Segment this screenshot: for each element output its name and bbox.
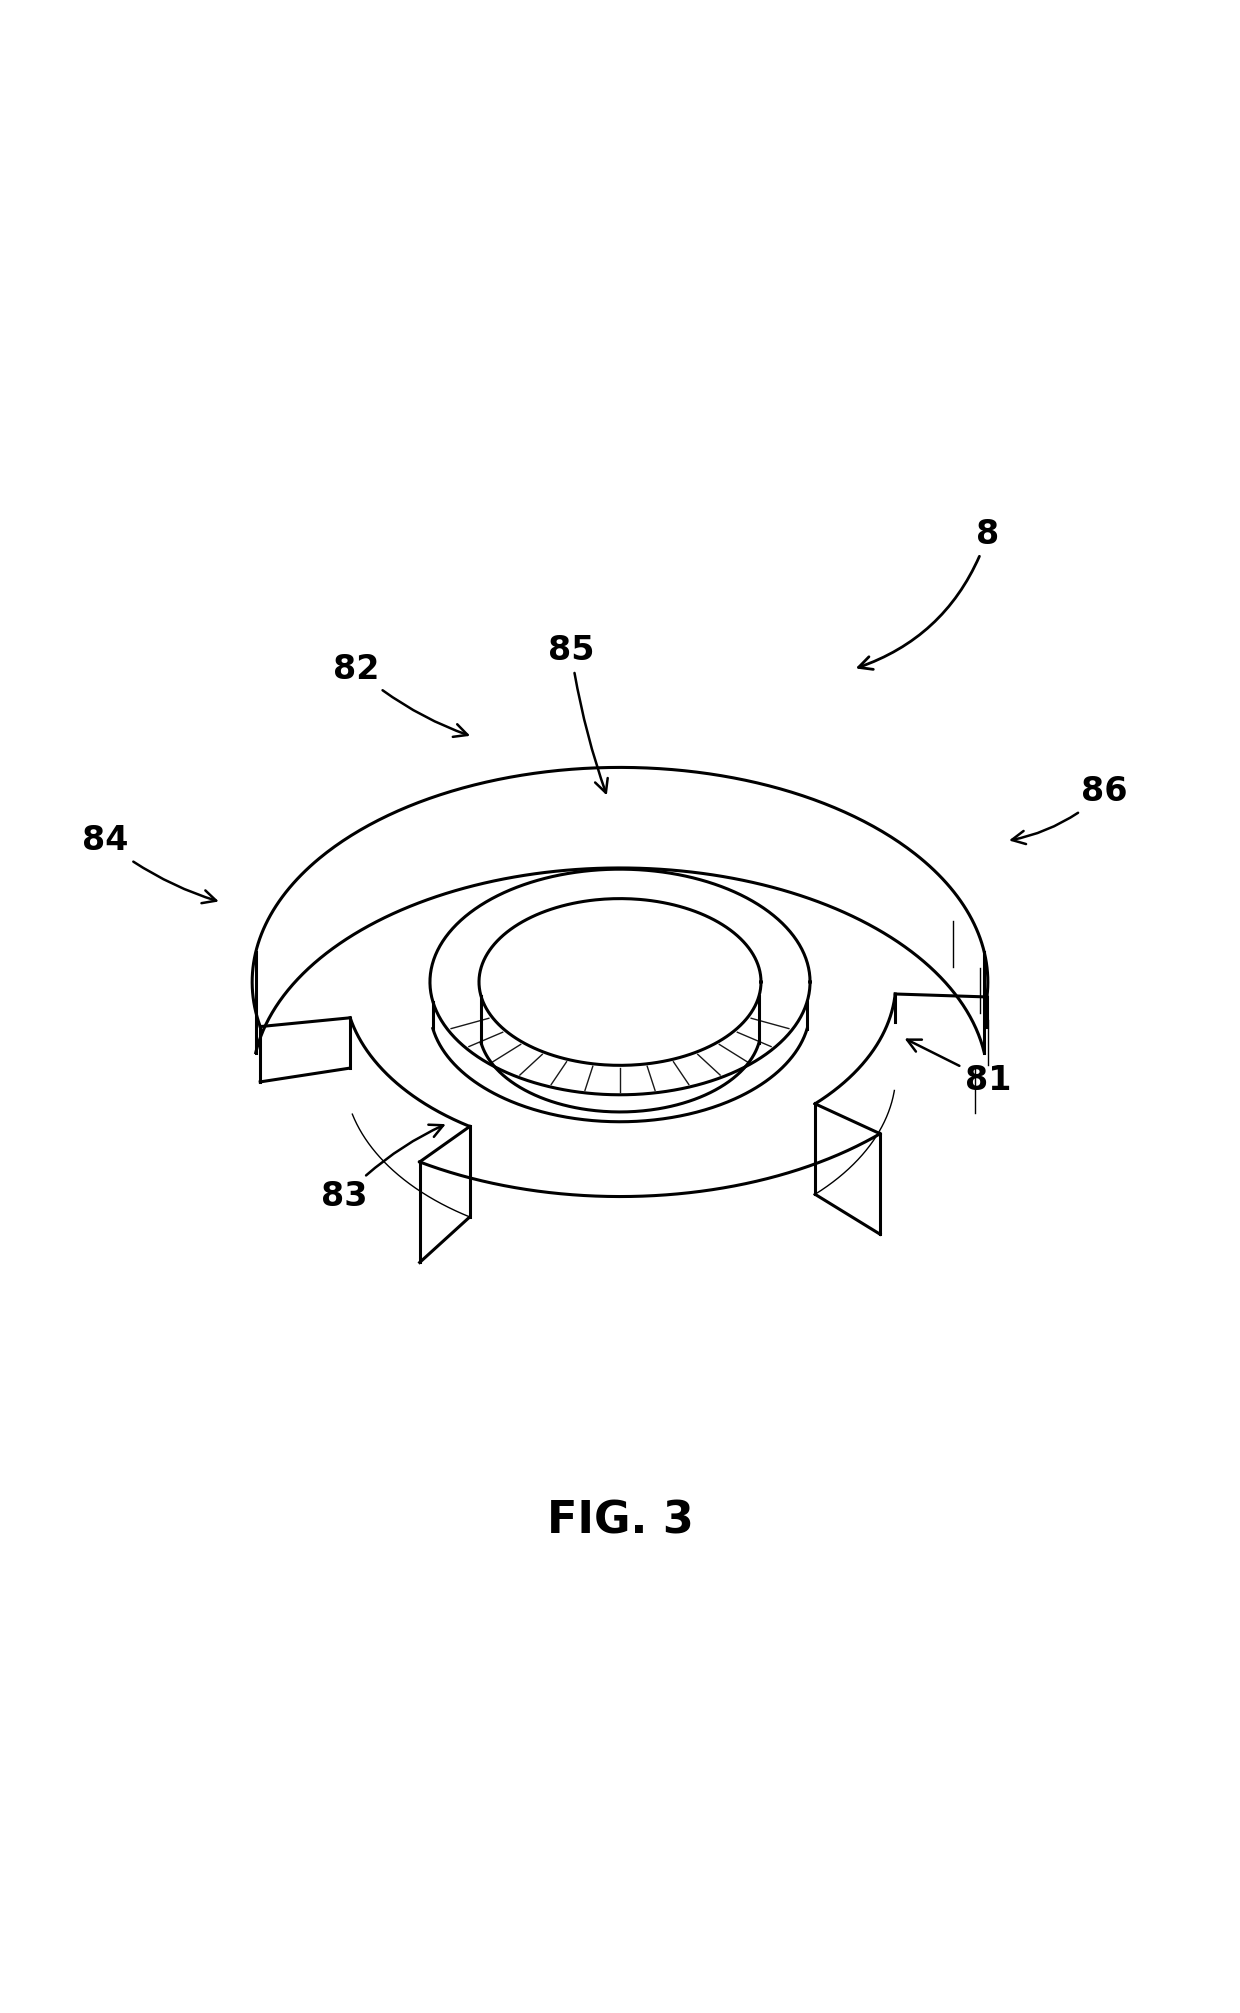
Text: 84: 84 [82,825,216,904]
Text: 85: 85 [548,634,608,793]
Text: 8: 8 [858,517,999,670]
Text: 83: 83 [321,1125,443,1214]
Text: 82: 82 [334,652,467,737]
Text: 81: 81 [906,1039,1011,1097]
Text: 86: 86 [1012,775,1127,843]
Text: FIG. 3: FIG. 3 [547,1500,693,1544]
